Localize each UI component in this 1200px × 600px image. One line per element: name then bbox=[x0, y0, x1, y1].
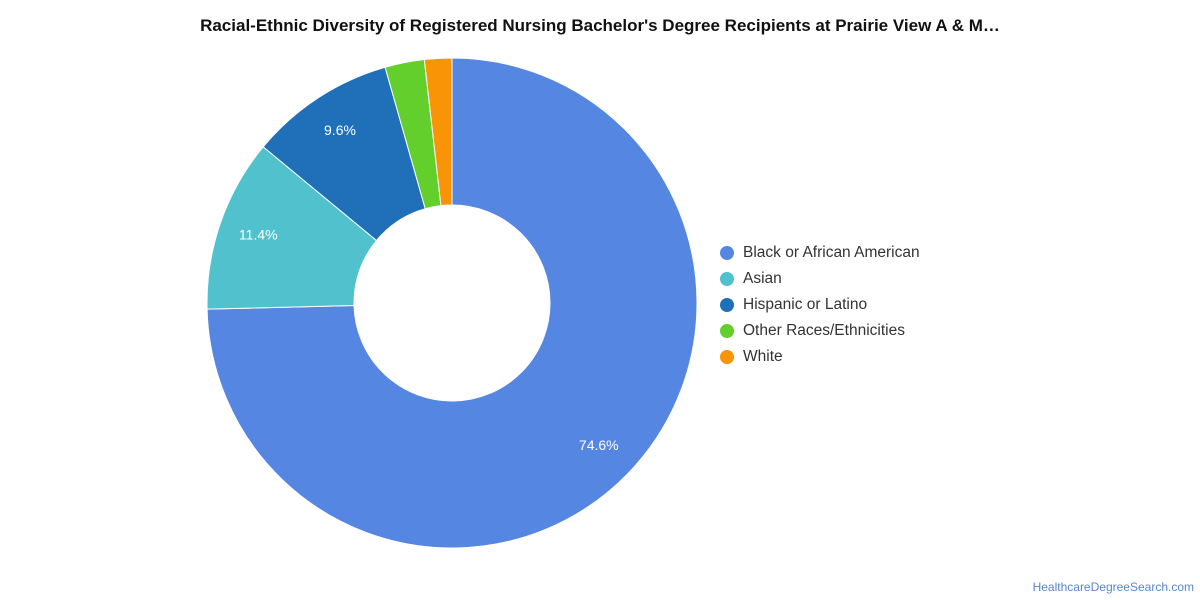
legend-label: Asian bbox=[743, 270, 782, 287]
data-label-black-or-african-american: 74.6% bbox=[579, 437, 619, 453]
legend-swatch bbox=[720, 350, 734, 364]
legend-label: Hispanic or Latino bbox=[743, 296, 868, 313]
chart-title: Racial-Ethnic Diversity of Registered Nu… bbox=[200, 16, 1000, 35]
legend-item-white[interactable]: White bbox=[720, 344, 920, 370]
legend-label: Black or African American bbox=[743, 244, 920, 261]
slice-white[interactable] bbox=[423, 57, 453, 207]
data-label-asian: 11.4% bbox=[239, 227, 278, 243]
legend-item-asian[interactable]: Asian bbox=[720, 266, 920, 292]
legend-item-black-or-african-american[interactable]: Black or African American bbox=[720, 240, 920, 266]
legend-item-hispanic-or-latino[interactable]: Hispanic or Latino bbox=[720, 292, 920, 318]
legend-label: White bbox=[743, 348, 783, 365]
slice-asian[interactable] bbox=[206, 146, 378, 310]
legend-swatch bbox=[720, 272, 734, 286]
legend-label: Other Races/Ethnicities bbox=[743, 322, 905, 339]
legend-swatch bbox=[720, 324, 734, 338]
data-label-hispanic-or-latino: 9.6% bbox=[324, 122, 356, 138]
slice-black-or-african-american[interactable] bbox=[206, 57, 698, 549]
source-link[interactable]: HealthcareDegreeSearch.com bbox=[1032, 580, 1194, 594]
legend: Black or African American Asian Hispanic o… bbox=[720, 240, 920, 370]
legend-swatch bbox=[720, 246, 734, 260]
legend-swatch bbox=[720, 298, 734, 312]
legend-item-other-races-ethnicities[interactable]: Other Races/Ethnicities bbox=[720, 318, 920, 344]
